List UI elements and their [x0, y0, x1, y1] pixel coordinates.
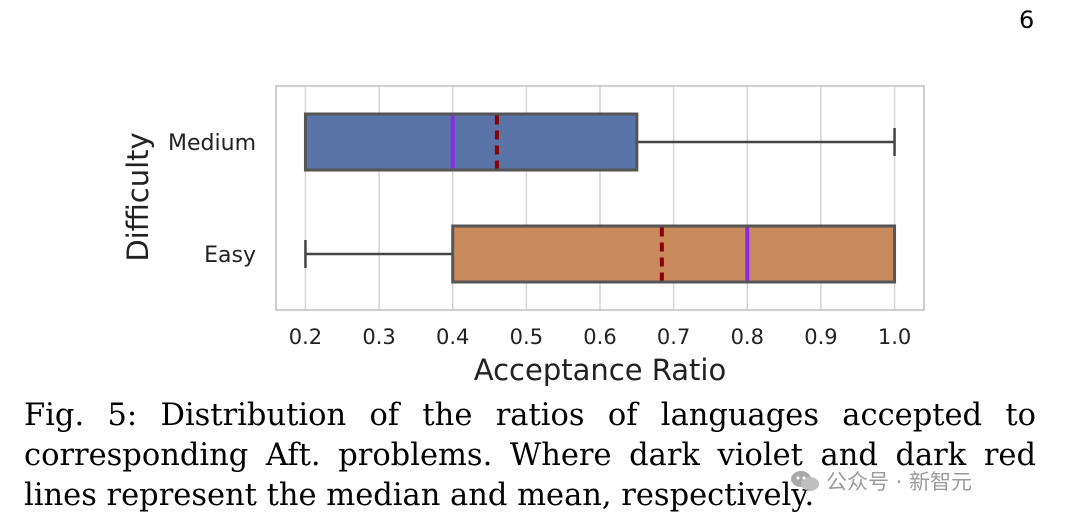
box-iqr: [303, 112, 639, 172]
y-tick-label: Medium: [168, 131, 256, 156]
x-tick-label: 0.7: [657, 325, 690, 349]
x-tick-label: 0.6: [583, 325, 616, 349]
box-plot: 0.2 0.3 0.4 0.5 0.6 0.7 0.8 0.9 1.0 Medium Easy A…: [121, 85, 925, 387]
x-tick-label: 1.0: [878, 325, 911, 349]
box-easy: [304, 224, 897, 284]
caption-line: corresponding Aft. problems. Where dark …: [24, 438, 1036, 473]
figure-caption: Fig. 5: Distribution of the ratios of la…: [24, 396, 1036, 516]
wechat-icon: [791, 471, 819, 491]
watermark-text: 公众号 · 新智元: [826, 470, 973, 494]
y-tick-label: Easy: [204, 243, 256, 268]
x-tick-label: 0.3: [362, 325, 395, 349]
x-axis-label: Acceptance Ratio: [474, 353, 726, 387]
caption-line: Fig. 5: Distribution of the ratios of la…: [24, 398, 1036, 433]
caption-line: lines represent the median and mean, res…: [24, 478, 815, 513]
watermark: 公众号 · 新智元: [790, 466, 972, 496]
x-tick-label: 0.2: [289, 325, 322, 349]
page-number: 6: [1019, 6, 1035, 34]
box-iqr: [451, 224, 897, 284]
x-tick-label: 0.9: [804, 325, 837, 349]
y-tick-labels: Medium Easy: [168, 131, 256, 268]
y-axis-label: Difficulty: [121, 132, 155, 261]
box-layer: [303, 112, 897, 284]
x-tick-label: 0.5: [510, 325, 543, 349]
x-tick-label: 0.8: [731, 325, 764, 349]
x-tick-labels: 0.2 0.3 0.4 0.5 0.6 0.7 0.8 0.9 1.0: [289, 325, 911, 349]
box-medium: [303, 112, 896, 172]
plot-frame: [275, 85, 925, 311]
x-tick-label: 0.4: [436, 325, 469, 349]
